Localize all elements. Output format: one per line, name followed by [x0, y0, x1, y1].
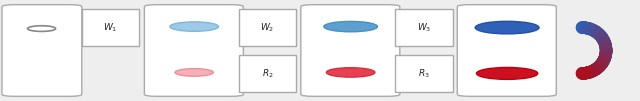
Ellipse shape [476, 67, 538, 79]
Ellipse shape [170, 22, 218, 31]
Text: $R_{3}$: $R_{3}$ [418, 67, 430, 80]
Text: $W_{2}$: $W_{2}$ [260, 21, 275, 34]
FancyBboxPatch shape [2, 5, 82, 96]
FancyArrow shape [229, 25, 275, 30]
Ellipse shape [324, 21, 378, 32]
FancyBboxPatch shape [239, 9, 296, 46]
FancyBboxPatch shape [301, 5, 400, 96]
FancyBboxPatch shape [145, 5, 243, 96]
FancyBboxPatch shape [239, 55, 296, 92]
Text: $W_{3}$: $W_{3}$ [417, 21, 431, 34]
Ellipse shape [175, 69, 213, 76]
FancyBboxPatch shape [396, 9, 453, 46]
FancyArrow shape [386, 71, 448, 76]
FancyBboxPatch shape [82, 9, 140, 46]
FancyArrow shape [71, 25, 119, 30]
FancyArrow shape [386, 25, 432, 30]
Ellipse shape [326, 68, 375, 77]
FancyBboxPatch shape [396, 55, 453, 92]
FancyArrow shape [229, 71, 291, 76]
Text: $R_{2}$: $R_{2}$ [262, 67, 273, 80]
Text: $W_{1}$: $W_{1}$ [103, 21, 118, 34]
FancyBboxPatch shape [458, 5, 556, 96]
Ellipse shape [475, 21, 539, 34]
